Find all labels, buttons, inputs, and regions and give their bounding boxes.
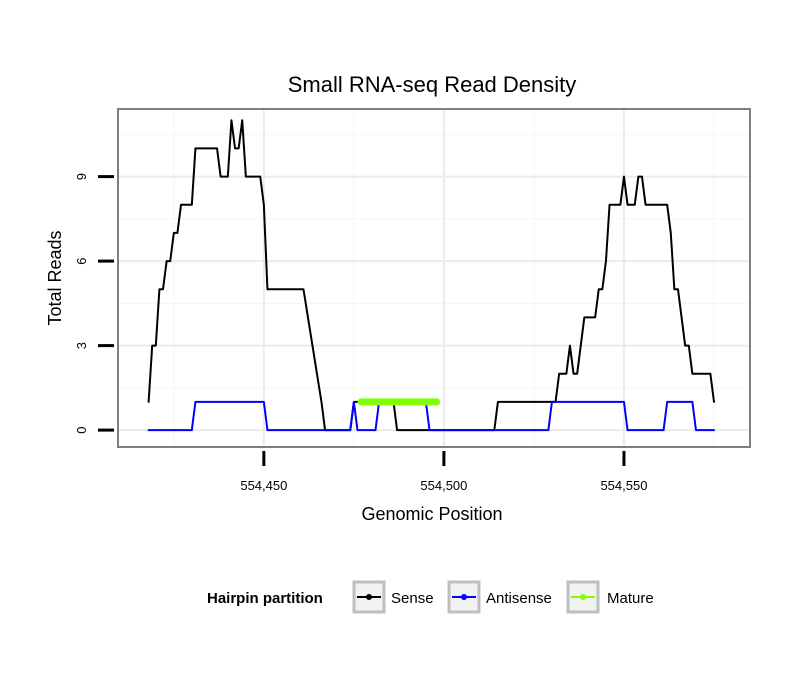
y-tick-label: 3 <box>74 342 89 349</box>
y-tick-label: 0 <box>74 426 89 433</box>
x-tick-label: 554,500 <box>420 478 467 493</box>
legend-item-mature: Mature <box>566 580 654 614</box>
series-line-antisense <box>147 400 715 432</box>
y-axis: 0 3 6 9 <box>74 173 114 434</box>
grid <box>118 109 750 447</box>
plot-panel-border <box>117 108 751 448</box>
x-tick-label: 554,550 <box>600 478 647 493</box>
legend-key-sense-dot <box>366 594 372 600</box>
x-tick-label: 554,450 <box>240 478 287 493</box>
legend-key-antisense-dot <box>461 594 467 600</box>
legend-label-mature: Mature <box>607 590 654 607</box>
legend-item-antisense: Antisense <box>447 580 552 614</box>
legend-label-sense: Sense <box>391 590 434 607</box>
series-layer <box>147 119 715 432</box>
legend-item-sense: Sense <box>352 580 434 614</box>
y-tick-label: 9 <box>74 173 89 180</box>
legend-title: Hairpin partition <box>207 590 323 607</box>
chart-title: Small RNA-seq Read Density <box>288 72 577 97</box>
y-tick-label: 6 <box>74 257 89 264</box>
x-axis: 554,450 554,500 554,550 <box>240 451 647 493</box>
legend-label-antisense: Antisense <box>486 590 552 607</box>
legend-key-mature <box>566 580 600 614</box>
legend: Hairpin partition Sense Antisense Mature <box>207 580 654 614</box>
x-axis-title: Genomic Position <box>361 504 502 524</box>
series-line-sense <box>147 119 715 432</box>
y-axis-title: Total Reads <box>45 230 65 325</box>
legend-key-mature-dot <box>580 594 586 600</box>
